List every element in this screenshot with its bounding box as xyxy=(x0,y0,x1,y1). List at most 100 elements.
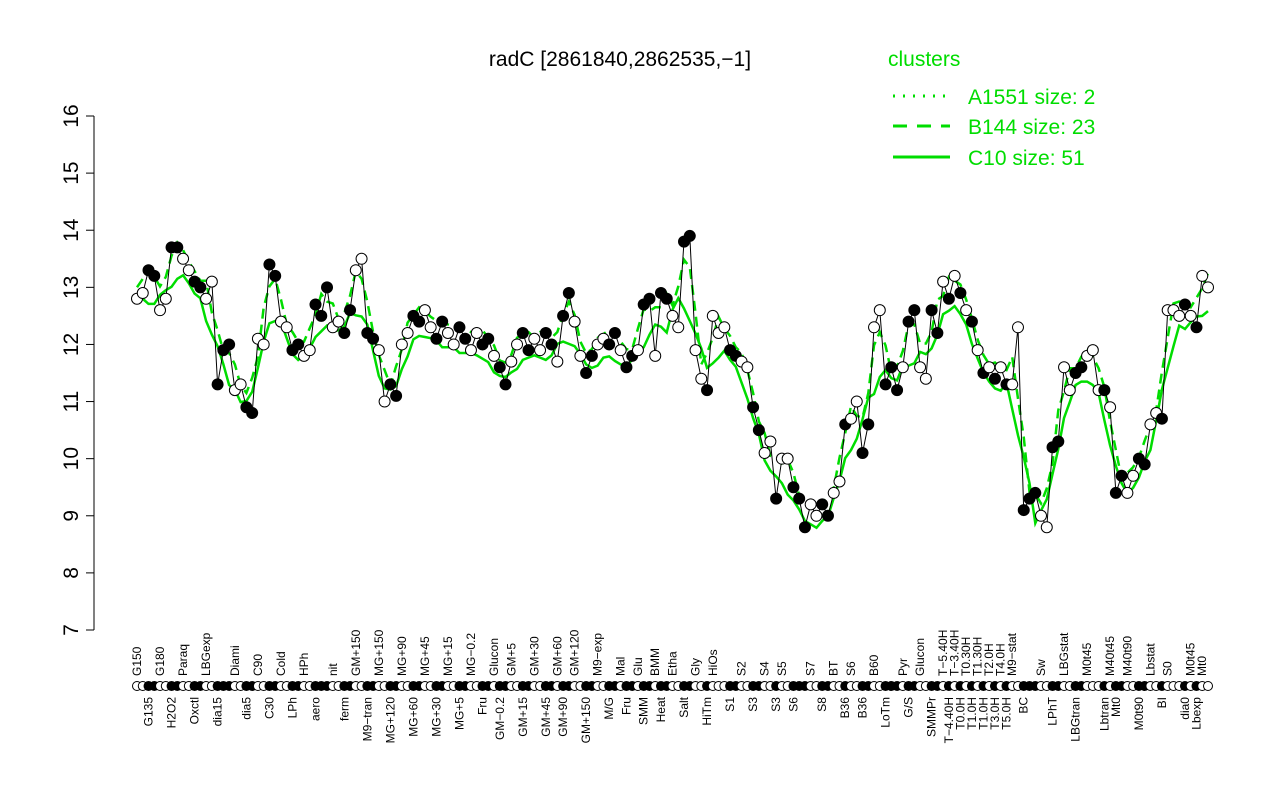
data-point xyxy=(505,355,518,368)
x-tick-label: LPh xyxy=(285,697,299,718)
x-tick-label: Lbstat xyxy=(1143,643,1157,676)
x-tick-label: T0.0H xyxy=(953,697,967,730)
x-tick-label: Fru xyxy=(619,697,633,715)
data-point xyxy=(701,384,714,397)
x-tick-label: S0 xyxy=(1161,661,1175,676)
cluster-lines xyxy=(135,240,1210,530)
x-tick-label: Glu xyxy=(631,657,645,676)
x-tick-label: T1.0H xyxy=(965,697,979,730)
data-point xyxy=(1029,486,1042,499)
data-point xyxy=(798,521,811,534)
x-tick-label: GM+30 xyxy=(527,636,541,676)
data-point xyxy=(758,446,771,459)
data-point xyxy=(585,349,598,362)
x-tick-label: S6 xyxy=(786,697,800,712)
x-tick-label: BC xyxy=(1017,697,1031,714)
data-point xyxy=(557,309,570,322)
x-tick-label: M0t90 xyxy=(1132,697,1146,731)
x-tick-label: T2.0H xyxy=(982,643,996,676)
x-tick-label: LBGexp xyxy=(199,632,213,676)
data-point xyxy=(367,332,380,345)
data-point xyxy=(459,332,472,345)
x-tick-label: M0t45 xyxy=(1184,642,1198,676)
x-tick-label: GM+5 xyxy=(504,643,518,676)
data-point xyxy=(424,321,437,334)
data-point xyxy=(764,435,777,448)
data-point xyxy=(539,327,552,340)
x-tick-label: HiTm xyxy=(700,697,714,726)
data-point xyxy=(896,361,909,374)
x-tick-label: Sw xyxy=(1034,659,1048,676)
x-tick-label: SMM xyxy=(637,697,651,725)
data-point xyxy=(332,315,345,328)
data-point xyxy=(464,344,477,357)
data-point xyxy=(689,344,702,357)
y-tick-label: 14 xyxy=(60,218,83,242)
data-point xyxy=(666,309,679,322)
y-tick-label: 15 xyxy=(60,161,83,184)
data-point xyxy=(390,389,403,402)
data-series xyxy=(131,229,1214,691)
x-tick-label: LPhT xyxy=(1046,696,1060,725)
x-tick-label: Heat xyxy=(654,696,668,722)
x-tick-label: GM+15 xyxy=(516,697,530,737)
data-point xyxy=(1155,412,1168,425)
y-axis: 7 8 9 10 11 12 13 14 15 16 xyxy=(60,104,95,636)
data-point xyxy=(568,315,581,328)
data-point xyxy=(925,304,938,317)
data-point xyxy=(683,229,696,242)
data-point xyxy=(810,509,823,522)
data-point xyxy=(1127,469,1140,482)
x-tick-label: HiOs xyxy=(706,649,720,676)
data-point xyxy=(706,309,719,322)
x-tick-label: Glucon xyxy=(487,638,501,676)
data-point xyxy=(873,304,886,317)
data-point xyxy=(223,338,236,351)
data-point xyxy=(960,304,973,317)
x-tick-label: SMMPr xyxy=(925,697,939,737)
data-point xyxy=(914,361,927,374)
x-tick-label: S1 xyxy=(723,697,737,712)
data-point xyxy=(850,395,863,408)
data-point xyxy=(182,264,195,277)
data-point xyxy=(965,315,978,328)
y-tick-label: 10 xyxy=(60,447,83,470)
x-tick-label: Paraq xyxy=(176,644,190,676)
x-tick-label: G135 xyxy=(142,697,156,727)
data-point xyxy=(580,367,593,379)
x-tick-label: MG−0.2 xyxy=(464,633,478,676)
series-line xyxy=(136,234,1209,530)
data-point xyxy=(971,344,984,357)
data-point xyxy=(718,321,731,334)
x-tick-label: S3 xyxy=(769,697,783,712)
data-point xyxy=(781,452,794,465)
data-point xyxy=(1058,361,1071,374)
x-tick-label: MG+60 xyxy=(406,697,420,737)
data-point xyxy=(355,252,368,265)
data-point xyxy=(413,315,426,328)
data-point xyxy=(988,372,1001,385)
data-point xyxy=(1086,344,1099,357)
legend-entry-b144: B144 size: 23 xyxy=(968,116,1095,139)
x-tick-label: MG+30 xyxy=(429,697,443,737)
y-tick-label: 9 xyxy=(60,510,83,522)
data-point xyxy=(1063,384,1076,397)
data-point xyxy=(1144,418,1157,431)
data-point xyxy=(752,424,765,437)
data-point xyxy=(741,361,754,374)
data-point xyxy=(833,475,846,488)
data-point xyxy=(349,264,362,277)
x-tick-label: Glucon xyxy=(913,638,927,676)
data-point xyxy=(1178,298,1191,311)
data-point xyxy=(1190,321,1203,334)
x-tick-label: dia15 xyxy=(211,697,225,727)
data-point xyxy=(447,338,460,351)
data-point xyxy=(856,446,869,459)
x-tick-label: B36 xyxy=(838,697,852,719)
x-tick-label: T4.0H xyxy=(994,643,1008,676)
x-tick-label: Cold xyxy=(274,651,288,676)
data-point xyxy=(246,406,259,419)
x-tick-label: G150 xyxy=(130,646,144,676)
data-point xyxy=(453,321,466,334)
x-tick-label: T0.30H xyxy=(959,637,973,676)
